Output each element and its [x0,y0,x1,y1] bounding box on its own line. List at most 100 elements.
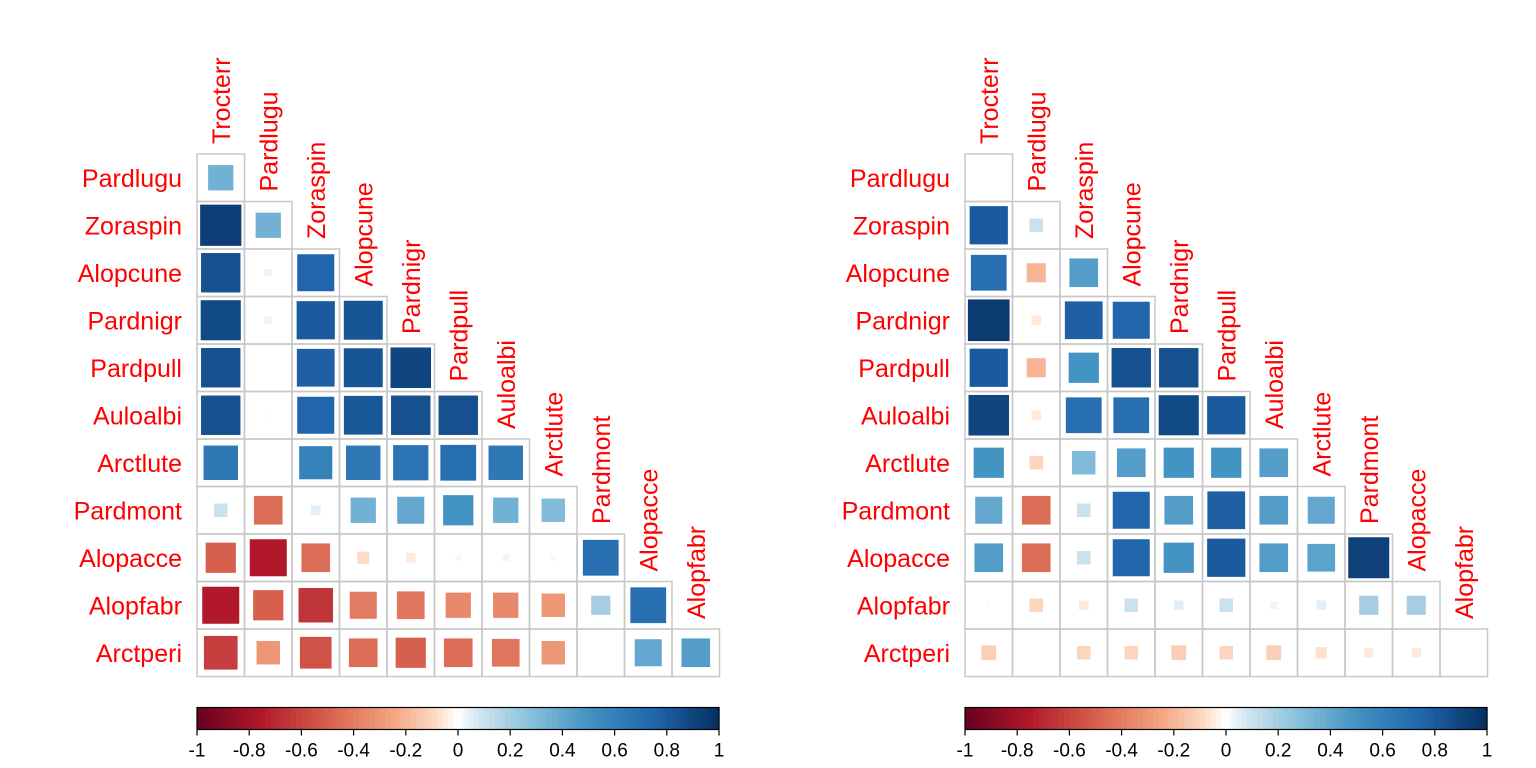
correlation-square [346,445,381,480]
colorbar-segment [270,707,276,730]
column-label: Alopacce [635,469,663,572]
correlation-square [253,495,283,525]
colorbar-segment [557,707,563,730]
colorbar-segment [1184,707,1191,730]
correlation-square [255,212,281,238]
colorbar-segment [975,707,982,730]
correlation-square [1163,542,1194,573]
colorbar-segment [1011,707,1018,730]
colorbar-segment [437,707,443,730]
colorbar-segment [1325,707,1331,730]
colorbar-segment [431,707,438,730]
colorbar-segment [374,707,381,730]
colorbar-segment [1440,707,1446,730]
colorbar-tick-label: 0.4 [1317,741,1344,762]
colorbar-segment [635,707,642,730]
colorbar-segment [369,707,376,730]
correlation-square [201,395,241,435]
row-label: Alopacce [79,545,182,573]
colorbar-segment [965,707,971,730]
correlation-square [1021,543,1051,573]
correlation-square [1259,543,1289,573]
colorbar-segment [619,707,626,730]
correlation-square [296,301,335,340]
correlation-square [213,503,228,518]
colorbar-segment [562,707,569,730]
row-label: Pardpull [90,355,182,383]
correlation-square [1207,491,1246,530]
colorbar-segment [1413,707,1420,730]
correlation-square [205,542,236,573]
correlation-square [541,498,565,522]
correlation-square [975,496,1003,524]
colorbar-segment [1038,707,1044,730]
correlation-square [1031,315,1042,326]
colorbar-segment [588,707,595,730]
colorbar-segment [473,707,480,730]
colorbar-segment [484,707,490,730]
correlation-square [405,552,416,563]
colorbar-segment [1267,707,1274,730]
colorbar-segment [672,707,678,730]
colorbar-segment [991,707,997,730]
colorbar-segment [1314,707,1321,730]
colorbar-segment [1387,707,1394,730]
colorbar-segment [531,707,537,730]
colorbar-segment [301,707,308,730]
colorbar-segment [447,707,454,730]
correlation-square [981,645,997,661]
colorbar-tick-label: 1 [714,741,725,762]
correlation-square [1270,601,1278,609]
column-label: Alopacce [1403,469,1431,572]
correlation-square [350,497,376,523]
colorbar-segment [1043,707,1050,730]
column-label: Zoraspin [1071,142,1099,239]
colorbar-segment [494,707,501,730]
correlation-square [445,592,471,618]
correlation-square [201,348,241,388]
row-label: Zoraspin [85,212,182,240]
colorbar-segment [1278,707,1285,730]
row-label: Alopacce [847,545,950,573]
correlation-square [582,539,619,576]
colorbar-segment [1085,707,1091,730]
colorbar-segment [1152,707,1159,730]
colorbar-segment [1220,707,1227,730]
colorbar-segment [703,707,710,730]
correlation-square [967,299,1010,342]
colorbar-segment [1398,707,1405,730]
colorbar-segment [687,707,694,730]
colorbar-segment [677,707,684,730]
colorbar-segment [996,707,1003,730]
correlation-square [1029,455,1044,470]
correlation-square [390,347,432,389]
colorbar-tick-label: 0.6 [1369,741,1395,762]
colorbar-segment [1445,707,1452,730]
correlation-square [1173,600,1184,611]
colorbar-segment [1022,707,1029,730]
correlation-square [208,165,234,191]
column-label: Pardmont [588,416,616,524]
correlation-square [1029,598,1044,613]
colorbar-segment [1366,707,1373,730]
correlation-square [1113,397,1150,434]
colorbar-segment [593,707,600,730]
colorbar-segment [1476,707,1483,730]
column-label: Alopfabr [683,526,711,619]
colorbar-segment [395,707,402,730]
colorbar-segment [1126,707,1133,730]
colorbar-tick-label: -0.8 [1001,741,1034,762]
column-label: Alopcune [350,182,378,286]
correlation-square [343,348,383,388]
correlation-square [1363,647,1374,658]
correlation-square [200,300,241,341]
colorbar-segment [1356,707,1363,730]
colorbar-segment [666,707,673,730]
colorbar-segment [640,707,647,730]
colorbar-segment [1455,707,1462,730]
colorbar-segment [499,707,506,730]
row-label: Arctlute [865,450,950,478]
colorbar-segment [520,707,527,730]
row-label: Auloalbi [93,402,182,430]
colorbar-segment [426,707,433,730]
